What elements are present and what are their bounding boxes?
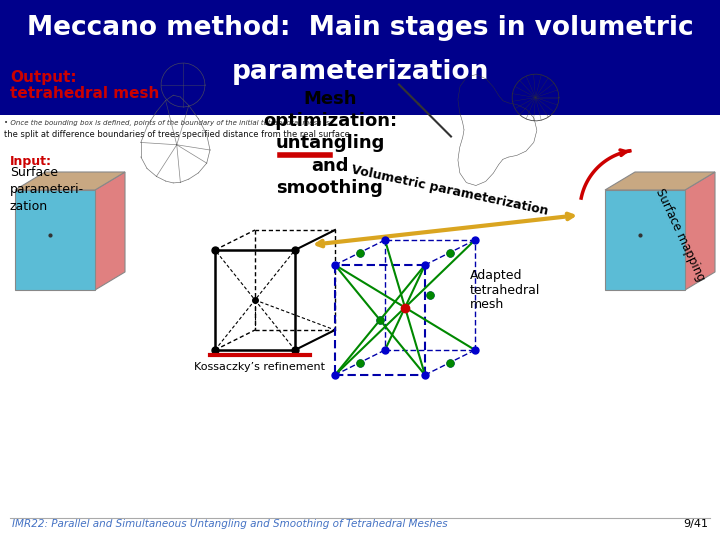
Text: Input:: Input:: [10, 155, 52, 168]
Text: Kossaczky’s refinement: Kossaczky’s refinement: [194, 362, 325, 372]
Text: parameterization: parameterization: [231, 59, 489, 85]
Text: • Once the bounding box is defined, points of the boundary of the initial tetrah: • Once the bounding box is defined, poin…: [4, 120, 330, 126]
Text: tetrahedral mesh: tetrahedral mesh: [10, 86, 159, 101]
Text: Meccano method:  Main stages in volumetric: Meccano method: Main stages in volumetri…: [27, 15, 693, 41]
Text: Adapted
tetrahedral
mesh: Adapted tetrahedral mesh: [470, 268, 541, 312]
Text: Surface mapping: Surface mapping: [653, 187, 707, 284]
Text: 9/41: 9/41: [683, 519, 708, 529]
Text: Surface
parameteri-
zation: Surface parameteri- zation: [10, 166, 84, 213]
Polygon shape: [15, 172, 125, 190]
Text: Output:: Output:: [10, 70, 76, 85]
Bar: [0, 0, 720, 115]
Polygon shape: [15, 190, 95, 290]
Polygon shape: [605, 172, 715, 190]
Text: Mesh
optimization:
untangling
and
smoothing: Mesh optimization: untangling and smooth…: [263, 90, 397, 197]
Polygon shape: [95, 172, 125, 290]
Text: IMR22: Parallel and Simultaneous Untangling and Smoothing of Tetrahedral Meshes: IMR22: Parallel and Simultaneous Untangl…: [12, 519, 448, 529]
Text: the split at difference boundaries of trees specified distance from the real sur: the split at difference boundaries of tr…: [4, 130, 350, 139]
Polygon shape: [685, 172, 715, 290]
Text: Volumetric parameterization: Volumetric parameterization: [351, 164, 549, 218]
Polygon shape: [605, 190, 685, 290]
